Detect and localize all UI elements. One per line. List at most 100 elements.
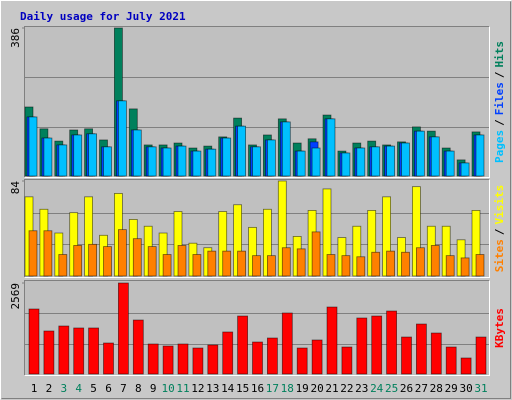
legend: Sites / Visits bbox=[493, 185, 506, 273]
bar bbox=[58, 144, 68, 177]
bar bbox=[192, 347, 204, 375]
x-tick-label: 3 bbox=[60, 382, 67, 395]
x-tick-label: 14 bbox=[221, 382, 235, 395]
bar bbox=[386, 310, 398, 375]
x-tick-label: 12 bbox=[191, 382, 204, 395]
bar bbox=[207, 148, 217, 177]
x-tick-label: 29 bbox=[445, 382, 458, 395]
bar bbox=[475, 254, 485, 277]
plot-border-dark bbox=[24, 280, 490, 376]
x-tick-label: 26 bbox=[400, 382, 413, 395]
bar bbox=[177, 343, 189, 375]
bar bbox=[341, 152, 351, 177]
legend: KBytes bbox=[493, 308, 506, 348]
x-tick-label: 9 bbox=[150, 382, 157, 395]
plot-border-dark bbox=[24, 179, 490, 278]
bar bbox=[222, 137, 232, 177]
x-tick-label: 13 bbox=[206, 382, 219, 395]
legend-entry: Visits bbox=[493, 185, 506, 225]
x-tick-label: 8 bbox=[135, 382, 142, 395]
bar bbox=[252, 146, 261, 177]
bar bbox=[103, 342, 114, 375]
bar bbox=[132, 238, 142, 277]
bar bbox=[326, 118, 336, 177]
bar bbox=[28, 230, 38, 277]
bar bbox=[296, 347, 308, 375]
bar bbox=[73, 134, 83, 177]
bar bbox=[460, 257, 470, 277]
bar bbox=[326, 306, 338, 375]
bar bbox=[147, 343, 159, 375]
x-tick-label: 21 bbox=[325, 382, 338, 395]
bar bbox=[296, 150, 306, 177]
x-tick-label: 15 bbox=[236, 382, 249, 395]
bar bbox=[252, 341, 263, 375]
bar bbox=[118, 282, 129, 375]
bar bbox=[311, 147, 321, 177]
bar bbox=[43, 330, 55, 375]
bar bbox=[371, 251, 381, 277]
bar bbox=[460, 162, 470, 177]
bar bbox=[281, 247, 291, 277]
x-tick-label: 19 bbox=[296, 382, 309, 395]
bar bbox=[371, 146, 381, 177]
bar bbox=[162, 254, 172, 277]
legend-entry: Sites bbox=[493, 239, 506, 272]
bar bbox=[237, 125, 247, 177]
bar bbox=[296, 248, 306, 277]
bar bbox=[43, 230, 53, 277]
plot-border-light bbox=[24, 179, 490, 278]
bar bbox=[386, 145, 396, 177]
x-tick-label: 1 bbox=[31, 382, 38, 395]
legend-entry: KBytes bbox=[493, 308, 506, 348]
bar bbox=[266, 255, 276, 277]
y-tick-label: 84 bbox=[9, 181, 22, 195]
bar bbox=[73, 245, 83, 277]
bar bbox=[445, 255, 455, 277]
x-tick-label: 27 bbox=[415, 382, 428, 395]
legend-separator: / bbox=[493, 228, 506, 235]
bar bbox=[177, 245, 187, 277]
bar bbox=[58, 325, 70, 375]
bar bbox=[475, 134, 485, 177]
x-tick-label: 28 bbox=[430, 382, 443, 395]
bar bbox=[192, 254, 202, 277]
bar bbox=[207, 344, 219, 375]
plot-border-dark bbox=[24, 26, 490, 178]
x-tick-label: 31 bbox=[474, 382, 487, 395]
bar bbox=[281, 121, 291, 177]
bar bbox=[237, 315, 249, 375]
chart-title: Daily usage for July 2021 bbox=[20, 10, 186, 23]
x-tick-label: 11 bbox=[176, 382, 189, 395]
y-tick-label: 2569 bbox=[9, 283, 22, 310]
bar bbox=[207, 250, 217, 277]
bar bbox=[73, 327, 85, 375]
x-tick-label: 20 bbox=[310, 382, 323, 395]
bar bbox=[430, 245, 440, 277]
bar bbox=[341, 346, 353, 375]
x-tick-label: 17 bbox=[266, 382, 279, 395]
legend-entry: Hits bbox=[493, 41, 506, 68]
bar bbox=[58, 254, 68, 277]
bar bbox=[445, 150, 455, 177]
x-tick-label: 16 bbox=[251, 382, 264, 395]
bar bbox=[88, 327, 99, 375]
bar bbox=[132, 129, 142, 177]
x-tick-label: 5 bbox=[90, 382, 97, 395]
legend-entry: Pages bbox=[493, 130, 506, 163]
legend-separator: / bbox=[493, 71, 506, 78]
plot-border-light bbox=[24, 280, 490, 376]
x-tick-label: 10 bbox=[161, 382, 174, 395]
bar bbox=[88, 133, 97, 177]
bar bbox=[162, 147, 172, 177]
bar bbox=[415, 130, 425, 177]
bar bbox=[356, 317, 368, 375]
bar bbox=[341, 255, 351, 277]
bar bbox=[401, 142, 410, 177]
bar bbox=[401, 251, 410, 277]
x-tick-label: 18 bbox=[281, 382, 294, 395]
legend-separator: / bbox=[493, 119, 506, 126]
